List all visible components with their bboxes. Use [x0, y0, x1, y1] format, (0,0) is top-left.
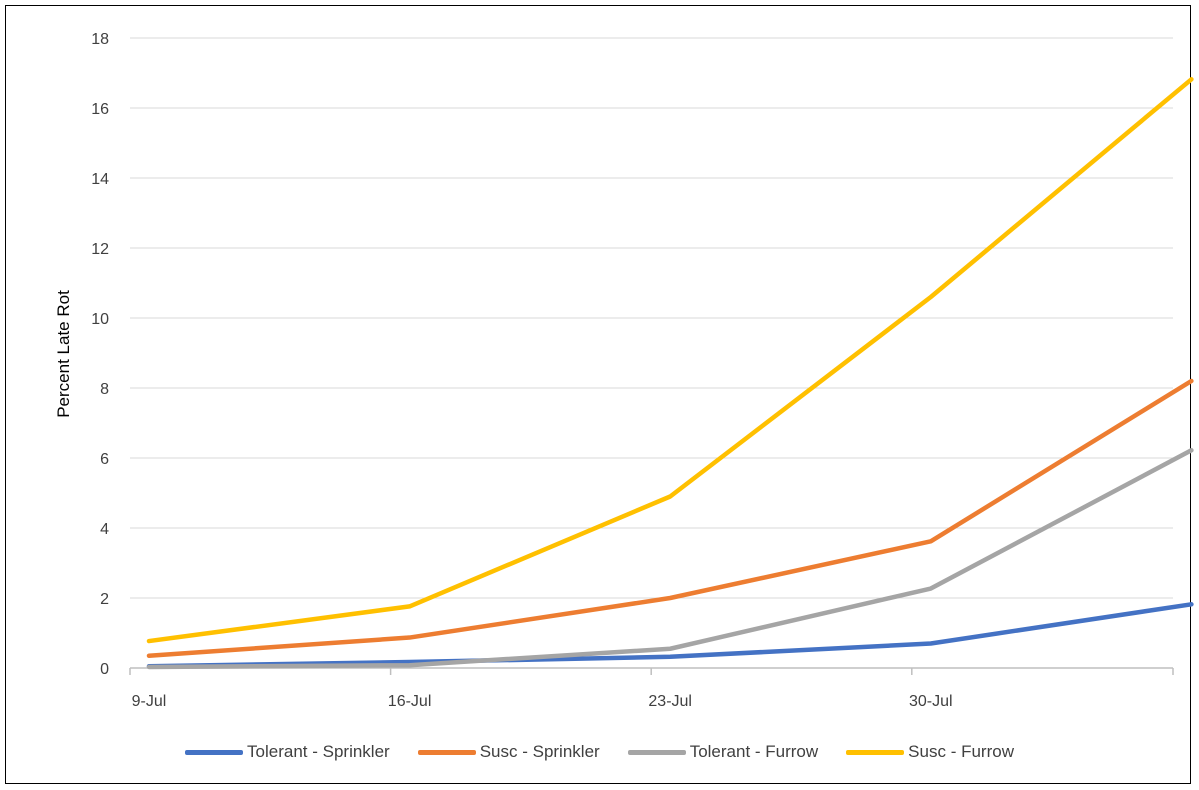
y-tick-label: 12	[91, 241, 109, 258]
legend-item: Susc - Furrow	[846, 742, 1014, 762]
legend-label: Susc - Furrow	[908, 742, 1014, 761]
series-line	[146, 448, 1194, 670]
legend-swatch	[185, 749, 244, 755]
series-lines	[146, 77, 1194, 670]
gridlines	[130, 37, 1173, 599]
y-tick-label: 18	[91, 31, 109, 48]
series-line	[146, 378, 1194, 658]
y-tick-label: 0	[100, 661, 109, 678]
legend-label: Susc - Sprinkler	[479, 742, 600, 761]
y-tick-label: 6	[100, 451, 109, 468]
y-tick-label: 16	[91, 101, 109, 118]
x-axis: 9-Jul 16-Jul 23-Jul 30-Jul	[129, 667, 1174, 710]
y-tick-label: 4	[100, 521, 109, 538]
legend-swatch	[627, 749, 686, 755]
legend-item: Tolerant - Sprinkler	[185, 742, 390, 762]
y-tick-label: 2	[100, 591, 109, 608]
x-tick-label: 9-Jul	[132, 693, 167, 710]
y-tick-label: 8	[100, 381, 109, 398]
y-axis-ticks: 0 2 4 6 8 10 12 14 16 18	[91, 31, 109, 678]
y-axis-title: Percent Late Rot	[54, 290, 73, 418]
legend: Tolerant - Sprinkler Susc - Sprinkler Tole…	[0, 742, 1199, 762]
x-tick-label: 30-Jul	[909, 693, 953, 710]
legend-swatch	[846, 749, 905, 755]
series-line	[146, 77, 1194, 644]
legend-swatch	[417, 749, 476, 755]
legend-item: Susc - Sprinkler	[417, 742, 600, 762]
legend-item: Tolerant - Furrow	[627, 742, 819, 762]
x-tick-label: 16-Jul	[388, 693, 432, 710]
legend-label: Tolerant - Sprinkler	[247, 742, 390, 761]
y-tick-label: 14	[91, 171, 109, 188]
legend-label: Tolerant - Furrow	[689, 742, 819, 761]
series-line	[146, 602, 1194, 669]
x-tick-label: 23-Jul	[648, 693, 692, 710]
y-tick-label: 10	[91, 311, 109, 328]
